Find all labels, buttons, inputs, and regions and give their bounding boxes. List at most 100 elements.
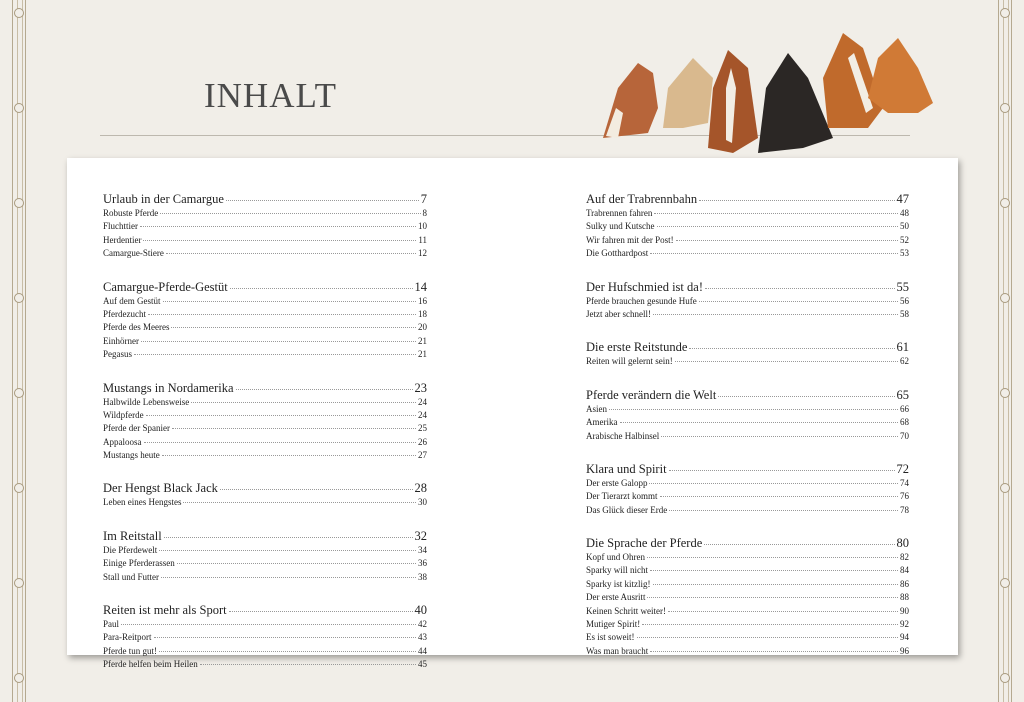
chapter-entry[interactable]: Im Reitstall 32 xyxy=(103,529,427,544)
dot-leader xyxy=(667,610,898,612)
subchapter-entry[interactable]: Pferdezucht 18 xyxy=(103,309,427,322)
subchapter-entry[interactable]: Das Glück dieser Erde 78 xyxy=(586,505,909,518)
subchapter-entry[interactable]: Halbwilde Lebensweise 24 xyxy=(103,397,427,410)
subchapter-entry[interactable]: Camargue-Stiere 12 xyxy=(103,248,427,261)
page-number: 86 xyxy=(900,578,909,589)
page-number: 47 xyxy=(896,192,910,206)
subchapter-entry[interactable]: Stall und Futter 38 xyxy=(103,572,427,585)
entry-title: Pferde der Spanier xyxy=(103,423,170,434)
chapter-entry[interactable]: Die Sprache der Pferde 80 xyxy=(586,536,909,551)
dot-leader xyxy=(669,509,898,511)
toc-chapter: Im Reitstall 32 Die Pferdewelt 34 Einige Pfe… xyxy=(103,529,427,585)
subchapter-entry[interactable]: Fluchttier 10 xyxy=(103,221,427,234)
subchapter-entry[interactable]: Was man braucht 96 xyxy=(586,646,909,659)
subchapter-entry[interactable]: Pferde der Spanier 25 xyxy=(103,423,427,436)
page-number: 52 xyxy=(900,234,909,245)
horse-head xyxy=(708,50,758,153)
dot-leader xyxy=(225,200,419,201)
entry-title: Was man braucht xyxy=(586,645,649,656)
title-divider xyxy=(100,135,910,136)
subchapter-entry[interactable]: Einige Pferderassen 36 xyxy=(103,558,427,571)
chapter-entry[interactable]: Auf der Trabrennbahn 47 xyxy=(586,192,909,207)
subchapter-entry[interactable]: Trabrennen fahren 48 xyxy=(586,208,909,221)
subchapter-entry[interactable]: Leben eines Hengstes 30 xyxy=(103,497,427,510)
subchapter-entry[interactable]: Arabische Halbinsel 70 xyxy=(586,431,909,444)
subchapter-entry[interactable]: Die Gotthardpost 53 xyxy=(586,248,909,261)
chapter-entry[interactable]: Reiten ist mehr als Sport 40 xyxy=(103,603,427,618)
subchapter-entry[interactable]: Pegasus 21 xyxy=(103,349,427,362)
subchapter-entry[interactable]: Wir fahren mit der Post! 52 xyxy=(586,235,909,248)
dot-leader xyxy=(160,213,421,214)
subchapter-entry[interactable]: Es ist soweit! 94 xyxy=(586,632,909,645)
chapter-entry[interactable]: Pferde verändern die Welt 65 xyxy=(586,388,909,403)
chapter-entry[interactable]: Der Hengst Black Jack 28 xyxy=(103,481,427,496)
page-number: 88 xyxy=(900,592,909,603)
subchapter-entry[interactable]: Wildpferde 24 xyxy=(103,410,427,423)
page-number: 24 xyxy=(418,409,427,420)
page-number: 72 xyxy=(896,461,910,476)
page-number: 96 xyxy=(900,645,909,656)
dot-leader xyxy=(718,395,895,397)
toc-column-left: Urlaub in der Camargue 7 Robuste Pferde 8 Fl… xyxy=(103,192,427,691)
page-number: 62 xyxy=(900,356,909,367)
subchapter-entry[interactable]: Sparky will nicht 84 xyxy=(586,565,909,578)
subchapter-entry[interactable]: Pferde brauchen gesunde Hufe 56 xyxy=(586,296,909,309)
entry-title: Auf dem Gestüt xyxy=(103,295,161,306)
subchapter-entry[interactable]: Pferde helfen beim Heilen 45 xyxy=(103,659,427,672)
page-number: 53 xyxy=(900,248,909,259)
subchapter-entry[interactable]: Auf dem Gestüt 16 xyxy=(103,296,427,309)
toc-chapter: Auf der Trabrennbahn 47 Trabrennen fahren 4… xyxy=(586,192,909,262)
entry-title: Asien xyxy=(586,403,607,414)
subchapter-entry[interactable]: Appaloosa 26 xyxy=(103,437,427,450)
page-number: 34 xyxy=(418,544,427,555)
chapter-entry[interactable]: Die erste Reitstunde 61 xyxy=(586,340,909,355)
chapter-entry[interactable]: Mustangs in Nordamerika 23 xyxy=(103,381,427,396)
subchapter-entry[interactable]: Sparky ist kitzlig! 86 xyxy=(586,579,909,592)
entry-title: Stall und Futter xyxy=(103,571,159,582)
subchapter-entry[interactable]: Reiten will gelernt sein! 62 xyxy=(586,356,909,369)
toc-chapter: Der Hengst Black Jack 28 Leben eines Hengs… xyxy=(103,481,427,510)
border-knot xyxy=(14,578,24,588)
subchapter-entry[interactable]: Jetzt aber schnell! 58 xyxy=(586,309,909,322)
subchapter-entry[interactable]: Mustangs heute 27 xyxy=(103,450,427,463)
dot-leader xyxy=(650,253,898,255)
page-number: 12 xyxy=(418,248,427,259)
entry-title: Trabrennen fahren xyxy=(586,208,653,218)
subchapter-entry[interactable]: Asien 66 xyxy=(586,404,909,417)
entry-title: Robuste Pferde xyxy=(103,208,159,218)
page-number: 45 xyxy=(418,659,427,670)
page-number: 48 xyxy=(900,208,909,218)
subchapter-entry[interactable]: Sulky und Kutsche 50 xyxy=(586,221,909,234)
entry-title: Para-Reitport xyxy=(103,632,152,643)
subchapter-entry[interactable]: Herdentier 11 xyxy=(103,235,427,248)
subchapter-entry[interactable]: Der erste Ausritt 88 xyxy=(586,592,909,605)
subchapter-entry[interactable]: Kopf und Ohren 82 xyxy=(586,552,909,565)
page-number: 38 xyxy=(418,571,427,582)
border-knot xyxy=(1000,388,1010,398)
subchapter-entry[interactable]: Pferde tun gut! 44 xyxy=(103,646,427,659)
subchapter-entry[interactable]: Robuste Pferde 8 xyxy=(103,208,427,221)
subchapter-entry[interactable]: Die Pferdewelt 34 xyxy=(103,545,427,558)
subchapter-entry[interactable]: Pferde des Meeres 20 xyxy=(103,322,427,335)
dot-leader xyxy=(652,583,898,585)
subchapter-entry[interactable]: Der erste Galopp 74 xyxy=(586,478,909,491)
subchapter-entry[interactable]: Keinen Schritt weiter! 90 xyxy=(586,606,909,619)
dot-leader xyxy=(689,348,895,350)
entry-title: Mutiger Spirit! xyxy=(586,619,641,630)
dot-leader xyxy=(219,489,413,491)
chapter-entry[interactable]: Der Hufschmied ist da! 55 xyxy=(586,280,909,295)
subchapter-entry[interactable]: Paul 42 xyxy=(103,619,427,632)
decorative-border-right xyxy=(998,0,1012,702)
subchapter-entry[interactable]: Einhörner 21 xyxy=(103,336,427,349)
entry-title: Die Pferdewelt xyxy=(103,544,158,555)
subchapter-entry[interactable]: Der Tierarzt kommt 76 xyxy=(586,491,909,504)
chapter-entry[interactable]: Klara und Spirit 72 xyxy=(586,462,909,477)
chapter-entry[interactable]: Urlaub in der Camargue 7 xyxy=(103,192,427,207)
entry-title: Paul xyxy=(103,619,120,630)
page-number: 14 xyxy=(414,279,428,294)
chapter-entry[interactable]: Camargue-Pferde-Gestüt 14 xyxy=(103,280,427,295)
subchapter-entry[interactable]: Para-Reitport 43 xyxy=(103,632,427,645)
subchapter-entry[interactable]: Amerika 68 xyxy=(586,417,909,430)
subchapter-entry[interactable]: Mutiger Spirit! 92 xyxy=(586,619,909,632)
entry-title: Der Hufschmied ist da! xyxy=(586,279,703,294)
